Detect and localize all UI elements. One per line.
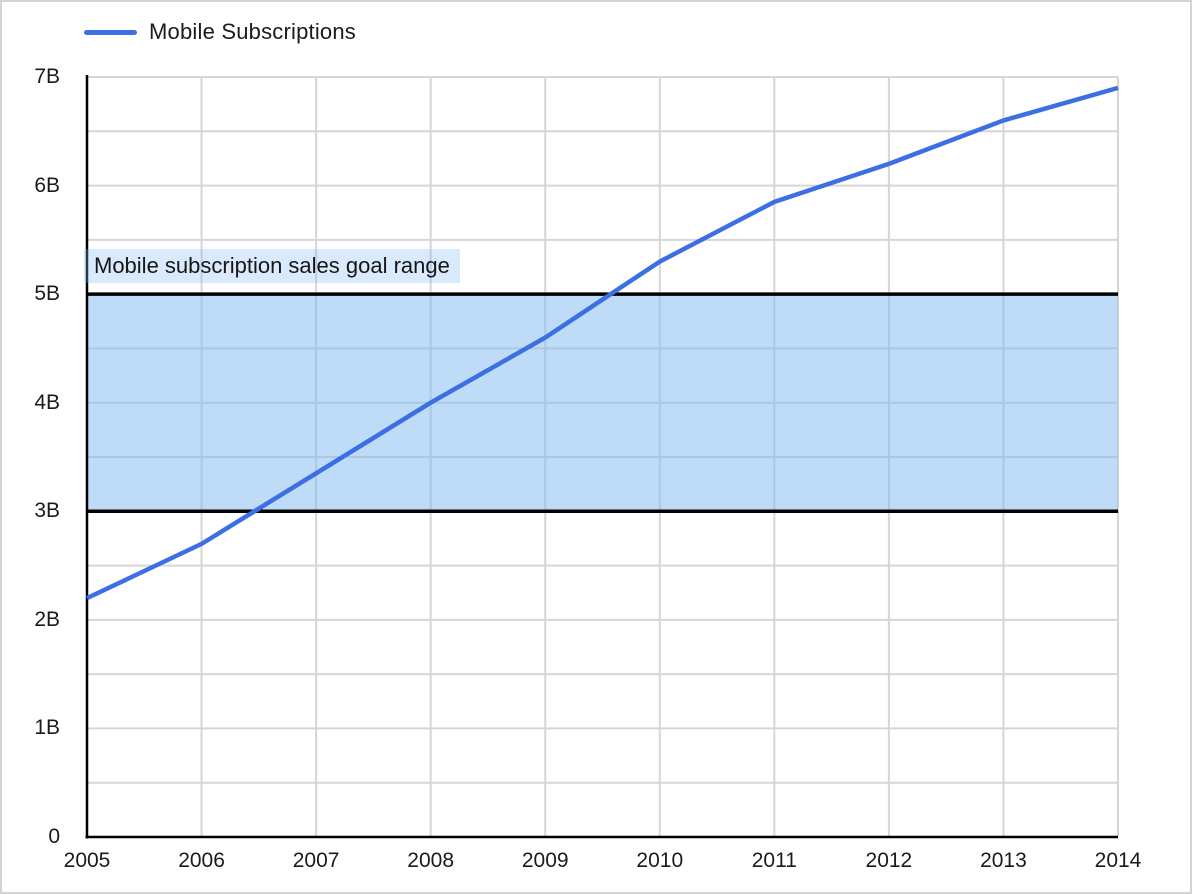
y-tick-label-2B: 2B (34, 607, 60, 631)
x-tick-label-2011: 2011 (751, 849, 797, 872)
x-tick-label-2014: 2014 (1094, 849, 1142, 872)
legend-line-swatch (84, 29, 137, 35)
x-tick-label-2006: 2006 (178, 849, 225, 872)
x-tick-label-2008: 2008 (407, 849, 455, 872)
goal-range-annotation-label: Mobile subscription sales goal range (84, 249, 460, 283)
y-tick-label-3B: 3B (34, 499, 60, 523)
y-tick-label-6B: 6B (34, 173, 60, 197)
x-tick-label-2009: 2009 (521, 849, 569, 872)
mobile-subscriptions-line (86, 85, 1119, 601)
x-tick-label-2012: 2012 (865, 849, 913, 872)
x-tick-label-2013: 2013 (980, 849, 1027, 872)
legend-series-label: Mobile Subscriptions (149, 19, 356, 44)
goal-range-band (87, 294, 1118, 512)
y-tick-label-4B: 4B (34, 390, 60, 414)
legend: Mobile Subscriptions (84, 17, 356, 47)
x-tick-label-2005: 2005 (63, 849, 111, 872)
y-tick-label-1B: 1B (34, 716, 60, 740)
y-tick-label-7B: 7B (34, 65, 60, 88)
x-tick-label-2007: 2007 (292, 849, 340, 872)
y-tick-label-0: 0 (48, 825, 60, 848)
x-tick-label-2010: 2010 (636, 849, 684, 872)
y-tick-label-5B: 5B (34, 282, 60, 306)
